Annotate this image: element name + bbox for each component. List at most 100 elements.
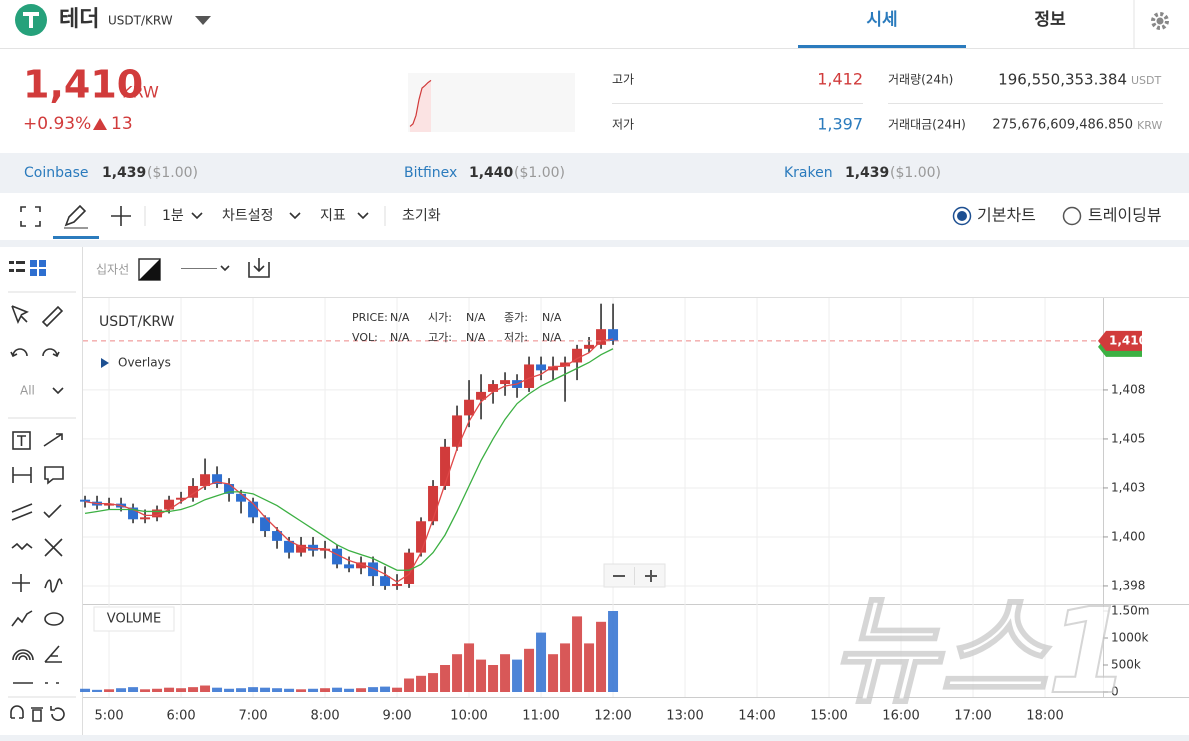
volume-bar bbox=[140, 689, 151, 692]
legend-value: N/A bbox=[542, 311, 562, 324]
candle-body bbox=[584, 344, 595, 349]
price-unit: KRW bbox=[122, 83, 159, 102]
overlay-toggle[interactable] bbox=[101, 358, 109, 368]
volume-bar bbox=[512, 659, 523, 692]
candle-body bbox=[536, 364, 547, 371]
legend-value: N/A bbox=[542, 331, 562, 344]
moving-average bbox=[84, 348, 614, 571]
crosshair-icon[interactable] bbox=[111, 206, 131, 226]
pair[interactable]: USDT/KRW bbox=[108, 14, 173, 28]
candle-body bbox=[524, 364, 535, 388]
volume-bar bbox=[464, 643, 475, 692]
candle-body bbox=[104, 503, 115, 506]
chart: 5:00 6:00 7:00 8:00 9:00 10:00 11:00 12:00 13:00… bbox=[80, 298, 1189, 724]
volume-bar bbox=[128, 687, 139, 692]
volume-bar bbox=[104, 689, 115, 692]
tool-panel bbox=[8, 260, 76, 722]
volume-bar bbox=[188, 687, 199, 692]
tab[interactable]: 시세 bbox=[866, 10, 897, 30]
last-price-label: 1,410 bbox=[1109, 333, 1147, 347]
indicators[interactable]: 지표 bbox=[320, 208, 346, 224]
change-percent: +0.93% bbox=[23, 114, 91, 134]
exchange-band bbox=[0, 153, 1189, 193]
x-tick-label: 8:00 bbox=[310, 709, 339, 724]
x-tick-label: 7:00 bbox=[238, 709, 267, 724]
candle-body bbox=[464, 399, 475, 416]
candle-body bbox=[80, 499, 91, 502]
exchange-name: Coinbase bbox=[24, 165, 88, 181]
chart-settings[interactable]: 차트설정 bbox=[222, 208, 274, 224]
stat-label: 저가 bbox=[612, 118, 634, 132]
up-arrow bbox=[93, 118, 107, 130]
radio[interactable] bbox=[1062, 206, 1082, 226]
candle-body bbox=[344, 564, 355, 569]
fullscreen-icon[interactable] bbox=[20, 206, 41, 227]
candle-body bbox=[224, 484, 235, 494]
color-picker-fill bbox=[139, 259, 160, 280]
candle-body bbox=[476, 391, 487, 400]
tool-filter[interactable]: All bbox=[20, 384, 35, 398]
interval[interactable]: 1분 bbox=[162, 208, 184, 224]
volume-bar bbox=[260, 687, 271, 692]
sparkline bbox=[409, 79, 432, 132]
volume-bar bbox=[176, 688, 187, 692]
volume-bar bbox=[92, 689, 103, 692]
candle-body bbox=[164, 499, 175, 510]
candle-body bbox=[380, 576, 391, 586]
exchange-usd: ($1.00) bbox=[514, 165, 565, 181]
candle-body bbox=[452, 415, 463, 447]
legend-value: N/A bbox=[466, 311, 486, 324]
overlays[interactable]: Overlays bbox=[118, 356, 171, 370]
exchange-price: 1,439 bbox=[102, 165, 146, 181]
candle-body bbox=[392, 583, 403, 586]
candle-body bbox=[416, 521, 427, 553]
candle-body bbox=[560, 362, 571, 367]
candle-body bbox=[500, 380, 511, 385]
candle-body bbox=[320, 548, 331, 551]
candle-body bbox=[152, 509, 163, 518]
x-tick-label: 17:00 bbox=[954, 709, 991, 724]
volume-bar bbox=[308, 688, 319, 692]
volume-bar bbox=[296, 689, 307, 692]
volume-bar bbox=[248, 687, 259, 692]
candle-body bbox=[236, 493, 247, 502]
x-tick-label: 11:00 bbox=[522, 709, 559, 724]
settings-icon[interactable] bbox=[1151, 12, 1169, 30]
volume-bar bbox=[608, 611, 619, 692]
volume-bar bbox=[572, 616, 583, 692]
tab[interactable]: 정보 bbox=[1034, 10, 1066, 30]
stat-unit: USDT bbox=[1131, 74, 1162, 87]
zoom-in[interactable] bbox=[645, 570, 657, 582]
volume-bar bbox=[200, 685, 211, 692]
download-icon[interactable] bbox=[248, 258, 270, 278]
candle-body bbox=[188, 485, 199, 498]
tab-underline bbox=[798, 45, 966, 48]
legend-label: VOL: bbox=[352, 331, 378, 344]
x-tick-label: 14:00 bbox=[738, 709, 775, 724]
reset[interactable]: 초기화 bbox=[402, 208, 441, 224]
draw-icon[interactable] bbox=[64, 204, 88, 229]
volume-bar bbox=[164, 687, 175, 692]
y-tick-label: 1,408 bbox=[1111, 382, 1145, 396]
candle-body bbox=[284, 540, 295, 553]
pair-dropdown[interactable] bbox=[195, 16, 211, 25]
candle-body bbox=[140, 517, 151, 520]
dropdown bbox=[191, 212, 203, 220]
volume-bar bbox=[452, 654, 463, 692]
stat-unit: KRW bbox=[1137, 119, 1162, 132]
legend-label: 종가: bbox=[504, 311, 528, 324]
legend-label: 시가: bbox=[428, 311, 452, 324]
x-tick-label: 10:00 bbox=[450, 709, 487, 724]
volume-tick-label: 0 bbox=[1111, 685, 1119, 699]
separator bbox=[0, 240, 1189, 247]
volume-bar bbox=[440, 665, 451, 692]
candle-body bbox=[296, 544, 307, 553]
radio-selected[interactable] bbox=[952, 206, 972, 226]
volume-bar bbox=[416, 675, 427, 692]
chart-mode[interactable]: 트레이딩뷰 bbox=[1088, 206, 1162, 225]
exchange-price: 1,439 bbox=[845, 165, 889, 181]
chart-mode[interactable]: 기본차트 bbox=[977, 206, 1036, 225]
legend-label: PRICE: bbox=[352, 311, 388, 324]
